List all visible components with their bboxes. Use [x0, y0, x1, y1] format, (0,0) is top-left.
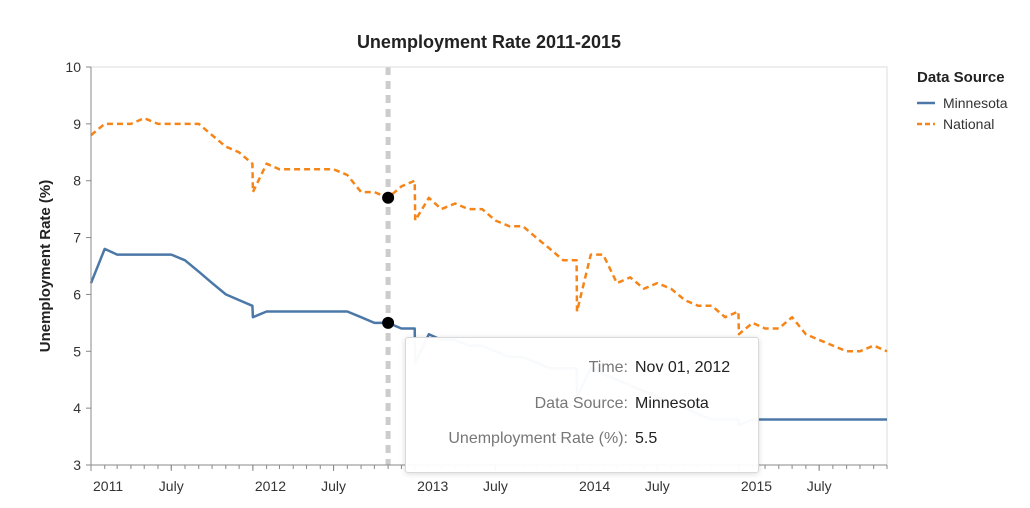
x-tick-label: 2014	[579, 478, 610, 494]
x-tick-label: July	[483, 478, 508, 494]
tooltip-key-rate: Unemployment Rate (%):	[448, 430, 628, 447]
x-tick-label: 2011	[93, 478, 123, 494]
tooltip-row-source: Data Source: Minnesota	[406, 395, 758, 415]
tooltip-value-source: Minnesota	[635, 395, 709, 412]
x-tick-label: July	[807, 478, 832, 494]
legend-title: Data Source	[917, 69, 1005, 86]
legend-entry-minnesota[interactable]: Minnesota	[943, 95, 1008, 111]
tooltip: Time: Nov 01, 2012 Data Source: Minnesot…	[405, 337, 759, 473]
legend: Data Source Minnesota National	[917, 69, 1008, 132]
series-line-national[interactable]	[90, 116, 888, 353]
hover-point-national[interactable]	[382, 191, 395, 204]
y-tick-label: 7	[73, 230, 81, 246]
x-tick-label: 2013	[417, 478, 448, 494]
x-tick-label: July	[321, 478, 346, 494]
tooltip-row-time: Time: Nov 01, 2012	[406, 359, 758, 379]
tooltip-value-time: Nov 01, 2012	[635, 359, 731, 376]
x-tick-label: 2012	[255, 478, 286, 494]
x-tick-label: 2015	[741, 478, 772, 494]
y-axis-label: Unemployment Rate (%)	[37, 180, 54, 353]
tooltip-row-rate: Unemployment Rate (%): 5.5	[406, 430, 758, 450]
hover-point-minnesota[interactable]	[382, 316, 395, 329]
y-tick-label: 8	[73, 173, 81, 189]
tooltip-key-source: Data Source:	[534, 395, 628, 412]
y-axis: 3 4 5 6 7 8 9 10	[65, 59, 92, 473]
tooltip-value-rate: 5.5	[635, 430, 658, 447]
y-tick-label: 9	[73, 116, 81, 132]
y-tick-label: 5	[73, 343, 81, 359]
y-tick-label: 3	[73, 457, 81, 473]
y-tick-label: 4	[73, 400, 81, 416]
x-tick-label: July	[159, 478, 184, 494]
y-tick-label: 10	[65, 59, 81, 75]
tooltip-key-time: Time:	[588, 359, 628, 376]
x-tick-label: July	[645, 478, 670, 494]
legend-entry-national[interactable]: National	[943, 116, 994, 132]
chart-title: Unemployment Rate 2011-2015	[357, 32, 621, 52]
y-tick-label: 6	[73, 286, 81, 302]
